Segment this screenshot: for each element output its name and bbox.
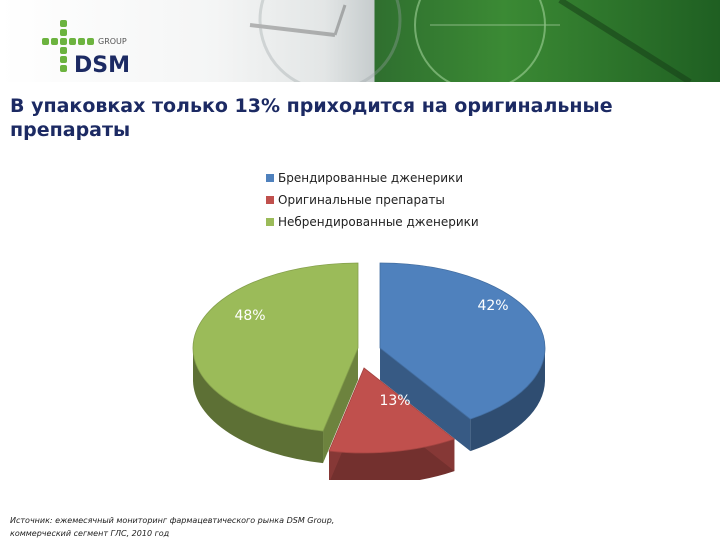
legend-label-0: Брендированные дженерики (278, 171, 463, 185)
legend-swatch-0 (266, 174, 274, 182)
page-title: В упаковках только 13% приходится на ори… (10, 95, 613, 141)
pie-slice-0 (379, 262, 546, 420)
data-label-2: 48% (234, 308, 265, 324)
header-banner: GROUP DSM (0, 0, 720, 82)
source-note: Источник: ежемесячный мониторинг фармаце… (10, 514, 610, 540)
legend-label-2: Небрендированные дженерики (278, 215, 479, 229)
pie-slice-cut-2-0 (323, 348, 358, 464)
legend-swatch-2 (266, 218, 274, 226)
dsm-logo: GROUP DSM (42, 20, 130, 76)
legend-swatch-1 (266, 196, 274, 204)
header-photo (249, 0, 692, 82)
data-label-0: 42% (477, 298, 508, 314)
logo-dsm-text: DSM (74, 53, 130, 76)
logo-group-text: GROUP (98, 37, 127, 46)
pie-slice-1 (328, 367, 456, 454)
pie-slice-side-0 (470, 348, 545, 452)
data-label-1: 13% (379, 393, 410, 409)
pie-slice-side-2 (193, 348, 324, 464)
pie-slice-side-1 (329, 439, 455, 480)
legend-label-1: Оригинальные препараты (278, 193, 445, 207)
pie-slice-2 (192, 262, 359, 432)
source-line-1: Источник: ежемесячный мониторинг фармаце… (10, 516, 335, 525)
pie-slice-cut-0-1 (380, 348, 471, 452)
source-line-2: коммерческий сегмент ГЛС, 2010 год (10, 529, 170, 538)
pie-chart: Брендированные дженерики Оригинальные пре… (192, 171, 546, 480)
